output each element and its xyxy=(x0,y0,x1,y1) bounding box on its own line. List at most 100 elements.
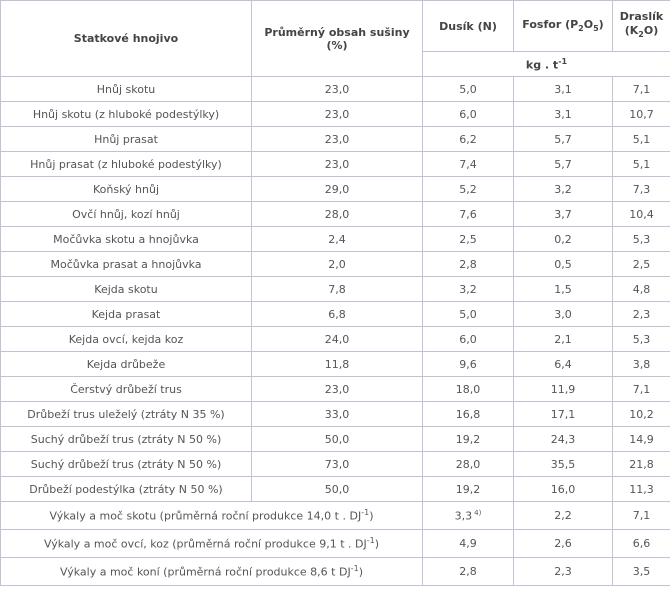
table-body: Hnůj skotu 23,0 5,0 3,1 7,1 Hnůj skotu (z hlu… xyxy=(0,76,670,586)
cell-fertilizer: Koňský hnůj xyxy=(0,176,252,202)
cell-dry-matter: 23,0 xyxy=(251,76,423,102)
cell-phosphorus: 11,9 xyxy=(513,376,613,402)
cell-phosphorus: 2,3 xyxy=(513,557,613,586)
cell-potassium: 11,3 xyxy=(612,476,670,502)
cell-phosphorus: 3,1 xyxy=(513,76,613,102)
cell-fertilizer: Výkaly a moč koní (průměrná roční produk… xyxy=(0,557,423,586)
table-row: Výkaly a moč koní (průměrná roční produk… xyxy=(0,557,670,586)
fertilizer-table: Statkové hnojivo Průměrný obsah sušiny (… xyxy=(0,0,670,586)
header-unit: kg . t-1 xyxy=(422,51,670,77)
cell-potassium: 10,7 xyxy=(612,101,670,127)
cell-nitrogen: 5,2 xyxy=(422,176,514,202)
cell-nitrogen: 19,2 xyxy=(422,426,514,452)
cell-dry-matter: 2,4 xyxy=(251,226,423,252)
cell-potassium: 21,8 xyxy=(612,451,670,477)
cell-potassium: 2,3 xyxy=(612,301,670,327)
cell-nitrogen: 28,0 xyxy=(422,451,514,477)
cell-nitrogen: 5,0 xyxy=(422,76,514,102)
cell-fertilizer: Drůbeží trus uleželý (ztráty N 35 %) xyxy=(0,401,252,427)
table-row: Výkaly a moč skotu (průměrná roční produ… xyxy=(0,501,670,530)
cell-dry-matter: 11,8 xyxy=(251,351,423,377)
cell-phosphorus: 5,7 xyxy=(513,151,613,177)
cell-dry-matter: 6,8 xyxy=(251,301,423,327)
cell-phosphorus: 0,5 xyxy=(513,251,613,277)
cell-potassium: 3,8 xyxy=(612,351,670,377)
header-phosphorus: Fosfor (P2O5) xyxy=(513,0,613,52)
cell-fertilizer: Ovčí hnůj, kozí hnůj xyxy=(0,201,252,227)
table-row: Výkaly a moč ovcí, koz (průměrná roční p… xyxy=(0,529,670,558)
table-row: Čerstvý drůbeží trus 23,0 18,0 11,9 7,1 xyxy=(0,376,670,402)
cell-phosphorus: 17,1 xyxy=(513,401,613,427)
cell-nitrogen: 6,0 xyxy=(422,101,514,127)
cell-phosphorus: 24,3 xyxy=(513,426,613,452)
cell-dry-matter: 23,0 xyxy=(251,126,423,152)
cell-nitrogen: 7,6 xyxy=(422,201,514,227)
cell-fertilizer: Hnůj skotu xyxy=(0,76,252,102)
table-row: Suchý drůbeží trus (ztráty N 50 %) 73,0 28… xyxy=(0,451,670,477)
cell-potassium: 7,1 xyxy=(612,501,670,530)
header-dry-matter: Průměrný obsah sušiny (%) xyxy=(251,0,423,77)
cell-fertilizer: Kejda ovcí, kejda koz xyxy=(0,326,252,352)
table-row: Hnůj skotu 23,0 5,0 3,1 7,1 xyxy=(0,76,670,102)
cell-fertilizer: Hnůj prasat (z hluboké podestýlky) xyxy=(0,151,252,177)
cell-nitrogen: 16,8 xyxy=(422,401,514,427)
cell-nitrogen: 19,2 xyxy=(422,476,514,502)
cell-fertilizer: Kejda prasat xyxy=(0,301,252,327)
table-row: Koňský hnůj 29,0 5,2 3,2 7,3 xyxy=(0,176,670,202)
table-row: Ovčí hnůj, kozí hnůj 28,0 7,6 3,7 10,4 xyxy=(0,201,670,227)
header-fertilizer: Statkové hnojivo xyxy=(0,0,252,77)
cell-fertilizer: Hnůj prasat xyxy=(0,126,252,152)
table-row: Kejda ovcí, kejda koz 24,0 6,0 2,1 5,3 xyxy=(0,326,670,352)
cell-fertilizer: Kejda drůbeže xyxy=(0,351,252,377)
cell-fertilizer: Suchý drůbeží trus (ztráty N 50 %) xyxy=(0,451,252,477)
cell-dry-matter: 50,0 xyxy=(251,426,423,452)
cell-nitrogen: 18,0 xyxy=(422,376,514,402)
cell-dry-matter: 23,0 xyxy=(251,376,423,402)
table-row: Kejda drůbeže 11,8 9,6 6,4 3,8 xyxy=(0,351,670,377)
cell-nitrogen: 4,9 xyxy=(422,529,514,558)
cell-dry-matter: 50,0 xyxy=(251,476,423,502)
table-row: Suchý drůbeží trus (ztráty N 50 %) 50,0 19… xyxy=(0,426,670,452)
cell-nitrogen: 2,8 xyxy=(422,557,514,586)
cell-dry-matter: 28,0 xyxy=(251,201,423,227)
cell-fertilizer: Suchý drůbeží trus (ztráty N 50 %) xyxy=(0,426,252,452)
cell-fertilizer: Výkaly a moč ovcí, koz (průměrná roční p… xyxy=(0,529,423,558)
cell-potassium: 6,6 xyxy=(612,529,670,558)
cell-phosphorus: 2,2 xyxy=(513,501,613,530)
cell-fertilizer: Výkaly a moč skotu (průměrná roční produ… xyxy=(0,501,423,530)
table-row: Drůbeží podestýlka (ztráty N 50 %) 50,0 19… xyxy=(0,476,670,502)
cell-dry-matter: 24,0 xyxy=(251,326,423,352)
cell-phosphorus: 3,2 xyxy=(513,176,613,202)
cell-fertilizer: Čerstvý drůbeží trus xyxy=(0,376,252,402)
cell-dry-matter: 29,0 xyxy=(251,176,423,202)
cell-nitrogen: 9,6 xyxy=(422,351,514,377)
cell-potassium: 10,4 xyxy=(612,201,670,227)
cell-phosphorus: 3,0 xyxy=(513,301,613,327)
footnote-marker: 4) xyxy=(474,508,482,517)
cell-nitrogen: 3,2 xyxy=(422,276,514,302)
cell-nitrogen: 7,4 xyxy=(422,151,514,177)
cell-fertilizer: Hnůj skotu (z hluboké podestýlky) xyxy=(0,101,252,127)
table-row: Hnůj prasat (z hluboké podestýlky) 23,0 7,… xyxy=(0,151,670,177)
cell-dry-matter: 33,0 xyxy=(251,401,423,427)
cell-potassium: 14,9 xyxy=(612,426,670,452)
cell-phosphorus: 0,2 xyxy=(513,226,613,252)
cell-phosphorus: 35,5 xyxy=(513,451,613,477)
cell-phosphorus: 2,6 xyxy=(513,529,613,558)
cell-potassium: 5,1 xyxy=(612,126,670,152)
table-row: Močůvka skotu a hnojůvka 2,4 2,5 0,2 5,3 xyxy=(0,226,670,252)
cell-nitrogen: 2,8 xyxy=(422,251,514,277)
cell-dry-matter: 23,0 xyxy=(251,151,423,177)
cell-phosphorus: 1,5 xyxy=(513,276,613,302)
cell-potassium: 5,3 xyxy=(612,326,670,352)
cell-nitrogen: 5,0 xyxy=(422,301,514,327)
table-row: Kejda prasat 6,8 5,0 3,0 2,3 xyxy=(0,301,670,327)
cell-potassium: 7,3 xyxy=(612,176,670,202)
cell-potassium: 5,1 xyxy=(612,151,670,177)
cell-potassium: 7,1 xyxy=(612,376,670,402)
cell-phosphorus: 3,1 xyxy=(513,101,613,127)
table-row: Hnůj prasat 23,0 6,2 5,7 5,1 xyxy=(0,126,670,152)
cell-potassium: 7,1 xyxy=(612,76,670,102)
table-row: Hnůj skotu (z hluboké podestýlky) 23,0 6,0… xyxy=(0,101,670,127)
header-potassium: Draslík (K2O) xyxy=(612,0,670,52)
